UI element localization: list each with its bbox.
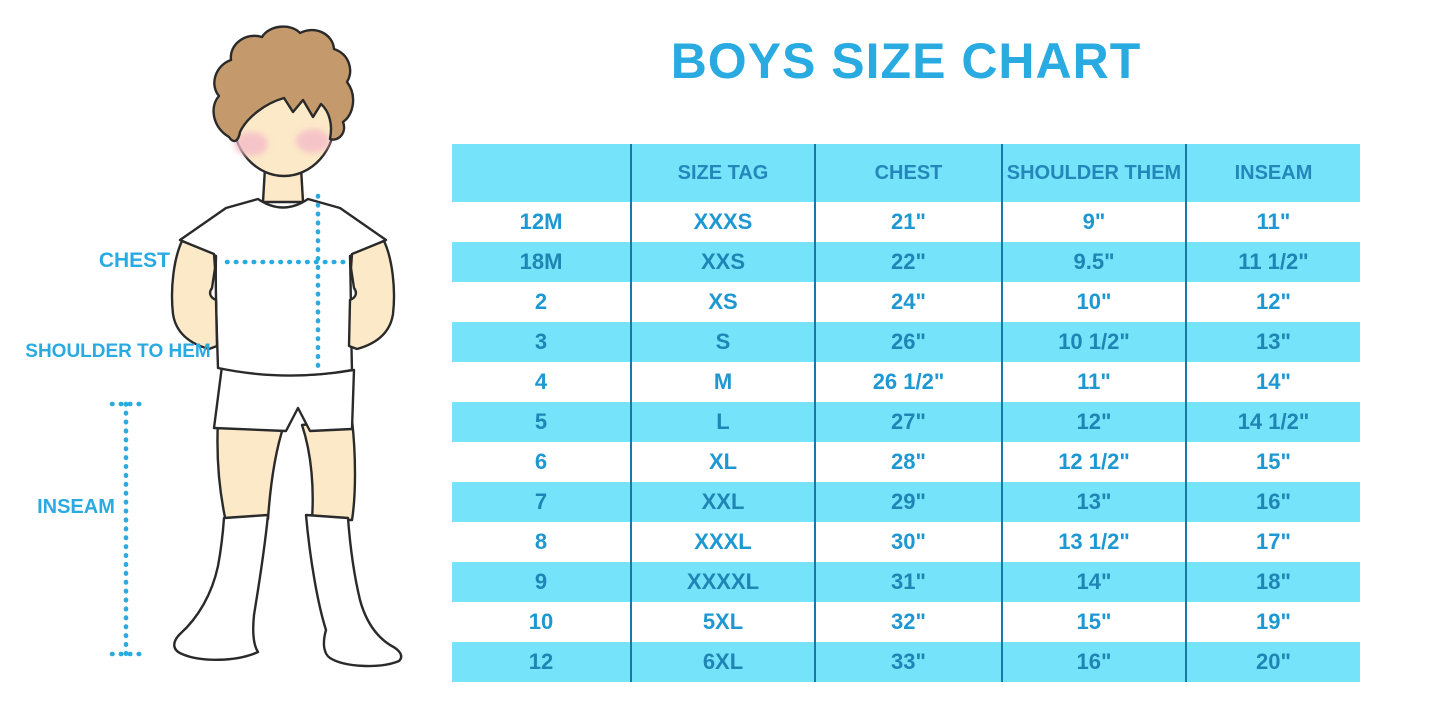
table-cell: XL [631, 442, 816, 482]
table-cell: 27" [815, 402, 1003, 442]
table-row: 6 XL 28" 12 1/2" 15" [452, 442, 1360, 482]
table-cell: 10 [452, 602, 632, 642]
table-cell: 13" [1002, 482, 1187, 522]
table-cell: XXS [631, 242, 816, 282]
table-cell: 16" [1186, 482, 1360, 522]
cheek-left [234, 132, 268, 156]
table-cell: 26 1/2" [815, 362, 1003, 402]
table-cell: 18M [452, 242, 632, 282]
table-cell: 9 [452, 562, 632, 602]
table-row: 12M XXXS 21" 9" 11" [452, 202, 1360, 242]
chest-label: CHEST [98, 249, 170, 272]
table-cell: 13 1/2" [1002, 522, 1187, 562]
boy-illustration [109, 25, 403, 668]
table-cell: 11" [1186, 202, 1360, 242]
table-row: 2 XS 24" 10" 12" [452, 282, 1360, 322]
table-cell: 20" [1186, 642, 1360, 682]
table-cell: M [631, 362, 816, 402]
table-cell: XXXL [631, 522, 816, 562]
page-title: BOYS SIZE CHART [670, 33, 1142, 89]
table-cell: 6 [452, 442, 632, 482]
table-cell: XXXS [631, 202, 816, 242]
cheek-right [296, 129, 330, 153]
table-row: 4 M 26 1/2" 11" 14" [452, 362, 1360, 402]
table-cell: 3 [452, 322, 632, 362]
table-cell: 11 1/2" [1186, 242, 1360, 282]
table-cell: 4 [452, 362, 632, 402]
table-cell: 12 [452, 642, 632, 682]
table-cell: 6XL [631, 642, 816, 682]
table-row: 9 XXXXL 31" 14" 18" [452, 562, 1360, 602]
table-cell: 5 [452, 402, 632, 442]
table-cell: 30" [815, 522, 1003, 562]
table-cell: 19" [1186, 602, 1360, 642]
table-cell: 11" [1002, 362, 1187, 402]
table-row: 18M XXS 22" 9.5" 11 1/2" [452, 242, 1360, 282]
column-header: CHEST [815, 144, 1003, 202]
table-cell: 10 1/2" [1002, 322, 1187, 362]
table-cell: 32" [815, 602, 1003, 642]
column-header: INSEAM [1186, 144, 1360, 202]
table-cell: 15" [1002, 602, 1187, 642]
table-cell: L [631, 402, 816, 442]
table-cell: 5XL [631, 602, 816, 642]
table-cell: 26" [815, 322, 1003, 362]
table-cell: 18" [1186, 562, 1360, 602]
sock-left [173, 513, 270, 661]
table-row: 7 XXL 29" 13" 16" [452, 482, 1360, 522]
table-row: 3 S 26" 10 1/2" 13" [452, 322, 1360, 362]
table-cell: 33" [815, 642, 1003, 682]
leg-left [216, 418, 286, 524]
table-cell: 22" [815, 242, 1003, 282]
table-cell: 28" [815, 442, 1003, 482]
table-cell: 29" [815, 482, 1003, 522]
table-row: 8 XXXL 30" 13 1/2" 17" [452, 522, 1360, 562]
table-cell: 9" [1002, 202, 1187, 242]
column-header: SHOULDER THEM [1002, 144, 1187, 202]
table-cell: 14" [1002, 562, 1187, 602]
table-cell: 2 [452, 282, 632, 322]
leg-right [300, 418, 357, 522]
table-cell: 9.5" [1002, 242, 1187, 282]
table-cell: 12 1/2" [1002, 442, 1187, 482]
table-cell: 12" [1002, 402, 1187, 442]
column-header: SIZE TAG [631, 144, 816, 202]
sock-right [304, 513, 403, 668]
table-cell: 21" [815, 202, 1003, 242]
table-row: 12 6XL 33" 16" 20" [452, 642, 1360, 682]
table-cell: 14" [1186, 362, 1360, 402]
column-header [452, 144, 632, 202]
table-cell: 14 1/2" [1186, 402, 1360, 442]
arm-right [347, 239, 396, 351]
table-cell: 8 [452, 522, 632, 562]
shoulder-to-hem-label: SHOULDER TO HEM [25, 341, 211, 362]
table-cell: 24" [815, 282, 1003, 322]
table-cell: 12M [452, 202, 632, 242]
table-row: 5 L 27" 12" 14 1/2" [452, 402, 1360, 442]
table-cell: XS [631, 282, 816, 322]
table-cell: XXL [631, 482, 816, 522]
table-cell: 7 [452, 482, 632, 522]
table-cell: 17" [1186, 522, 1360, 562]
hair [212, 25, 355, 143]
table-cell: 15" [1186, 442, 1360, 482]
table-cell: 13" [1186, 322, 1360, 362]
table-row: 10 5XL 32" 15" 19" [452, 602, 1360, 642]
table-cell: 12" [1186, 282, 1360, 322]
table-cell: 16" [1002, 642, 1187, 682]
table-cell: XXXXL [631, 562, 816, 602]
table-cell: 31" [815, 562, 1003, 602]
arm-left [170, 239, 219, 351]
inseam-label: INSEAM [37, 496, 115, 518]
table-header-row: SIZE TAG CHEST SHOULDER THEM INSEAM [452, 144, 1360, 202]
table-cell: S [631, 322, 816, 362]
table-cell: 10" [1002, 282, 1187, 322]
size-table: SIZE TAG CHEST SHOULDER THEM INSEAM 12M XXXS… [452, 144, 1360, 682]
